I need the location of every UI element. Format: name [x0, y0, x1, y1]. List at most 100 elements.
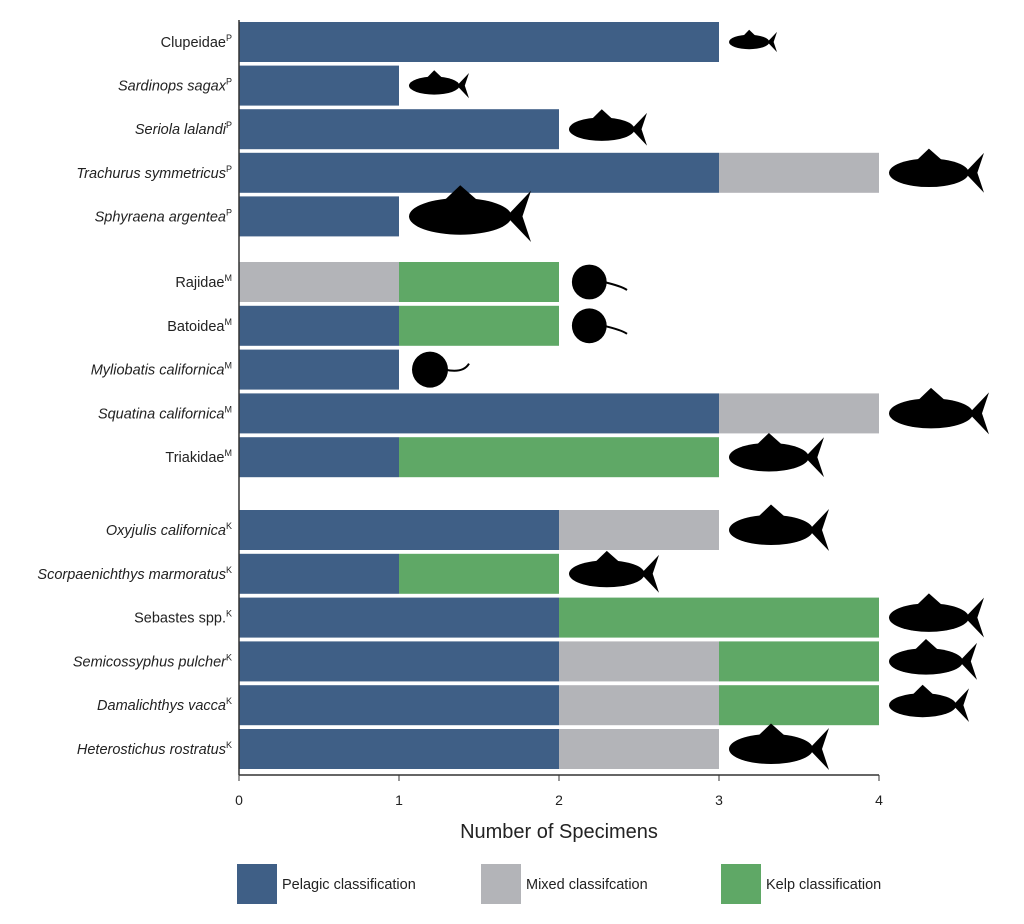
category-name: Clupeidae [161, 35, 226, 51]
legend-swatch [721, 864, 761, 904]
category-label: Semicossyphus pulcherK [73, 652, 232, 670]
category-label: Seriola lalandiP [135, 120, 232, 138]
category-name: Squatina californica [98, 406, 225, 422]
pile-perch-silhouette-icon [889, 684, 969, 722]
category-superscript: M [225, 273, 233, 283]
category-name: Batoidea [167, 319, 225, 335]
category-label: Heterostichus rostratusK [77, 740, 232, 758]
bar-segment-pelagic [239, 152, 719, 193]
legend-label: Pelagic classification [282, 877, 416, 893]
category-label: Trachurus symmetricusP [76, 164, 232, 182]
jack-mackerel-silhouette-icon [889, 148, 984, 193]
category-superscript: M [225, 448, 233, 458]
x-tick-label: 3 [715, 792, 723, 808]
bar-segment-kelp [399, 305, 559, 346]
sheephead-silhouette-icon [889, 638, 977, 680]
bar-segment-mixed [719, 152, 879, 193]
legend-item: Kelp classification [721, 864, 881, 904]
bar-segment-pelagic [239, 22, 719, 62]
category-name: Myliobatis californica [91, 363, 225, 379]
category-label: Scorpaenichthys marmoratusK [37, 565, 232, 583]
category-label: RajidaeM [175, 273, 232, 291]
category-label: Damalichthys vaccaK [97, 696, 232, 714]
category-name: Trachurus symmetricus [76, 166, 226, 182]
category-superscript: K [226, 652, 232, 662]
bar-segment-pelagic [239, 305, 399, 346]
legend-item: Pelagic classification [237, 864, 416, 904]
bar-segment-mixed [559, 641, 719, 682]
category-superscript: P [226, 120, 232, 130]
category-superscript: M [225, 404, 233, 414]
x-tick-label: 1 [395, 792, 403, 808]
barracuda-silhouette-icon [409, 185, 531, 243]
bar-segment-pelagic [239, 65, 399, 106]
category-name: Rajidae [175, 275, 224, 291]
category-superscript: M [225, 317, 233, 327]
category-name: Sebastes spp. [134, 611, 226, 627]
legend-label: Mixed classifcation [526, 877, 648, 893]
category-superscript: P [226, 77, 232, 87]
bar-segment-pelagic [239, 349, 399, 390]
category-label: Sebastes spp.K [134, 609, 232, 627]
category-name: Semicossyphus pulcher [73, 654, 227, 670]
kelpfish-silhouette-icon [729, 723, 829, 770]
category-label: Sardinops sagaxP [118, 77, 232, 95]
bar-segment-mixed [559, 685, 719, 726]
category-name: Sardinops sagax [118, 79, 227, 95]
bar-segment-mixed [719, 393, 879, 434]
bar-segment-pelagic [239, 729, 559, 769]
category-label: Oxyjulis californicaK [106, 521, 232, 539]
sardine-silhouette-icon [409, 70, 469, 99]
bar-segment-kelp [399, 553, 559, 594]
bat-ray-silhouette-icon [412, 351, 470, 388]
category-superscript: K [226, 609, 232, 619]
x-tick-label: 0 [235, 792, 243, 808]
bar-segment-pelagic [239, 196, 399, 237]
skate-silhouette-icon [571, 264, 628, 300]
bar-segment-mixed [239, 262, 399, 302]
bar-segment-pelagic [239, 597, 559, 638]
bar-segment-pelagic [239, 109, 559, 150]
bar-segment-mixed [559, 729, 719, 769]
legend-label: Kelp classification [766, 877, 881, 893]
category-name: Damalichthys vacca [97, 698, 226, 714]
x-tick-label: 4 [875, 792, 883, 808]
x-tick-label: 2 [555, 792, 563, 808]
category-superscript: P [226, 164, 232, 174]
rockfish-silhouette-icon [889, 593, 984, 638]
category-label: Sphyraena argenteaP [95, 207, 232, 225]
legend-swatch [237, 864, 277, 904]
category-superscript: K [226, 696, 232, 706]
category-label: TriakidaeM [165, 448, 232, 466]
bar-segment-pelagic [239, 553, 399, 594]
legend-item: Mixed classifcation [481, 864, 648, 904]
category-label: BatoideaM [167, 317, 232, 335]
bar-segment-pelagic [239, 393, 719, 434]
category-superscript: P [226, 207, 232, 217]
bar-segment-pelagic [239, 685, 559, 726]
category-name: Seriola lalandi [135, 122, 227, 138]
category-superscript: K [226, 521, 232, 531]
bar-segment-kelp [719, 641, 879, 682]
category-superscript: K [226, 565, 232, 575]
bar-segment-kelp [399, 437, 719, 478]
legend-swatch [481, 864, 521, 904]
senorita-silhouette-icon [729, 504, 829, 551]
cabezon-silhouette-icon [569, 550, 659, 593]
bar-segment-kelp [719, 685, 879, 726]
bar-segment-pelagic [239, 437, 399, 478]
category-name: Scorpaenichthys marmoratus [37, 567, 226, 583]
bar-segment-mixed [559, 510, 719, 550]
ray-silhouette-icon [571, 308, 628, 344]
yellowtail-silhouette-icon [569, 109, 647, 146]
angel-shark-silhouette-icon [889, 387, 989, 435]
category-name: Oxyjulis californica [106, 523, 226, 539]
herring-silhouette-icon [729, 29, 777, 53]
bar-segment-kelp [399, 262, 559, 302]
category-name: Heterostichus rostratus [77, 742, 226, 758]
category-superscript: M [225, 361, 233, 371]
bar-segment-pelagic [239, 510, 559, 550]
bar-segment-pelagic [239, 641, 559, 682]
category-name: Sphyraena argentea [95, 209, 226, 225]
